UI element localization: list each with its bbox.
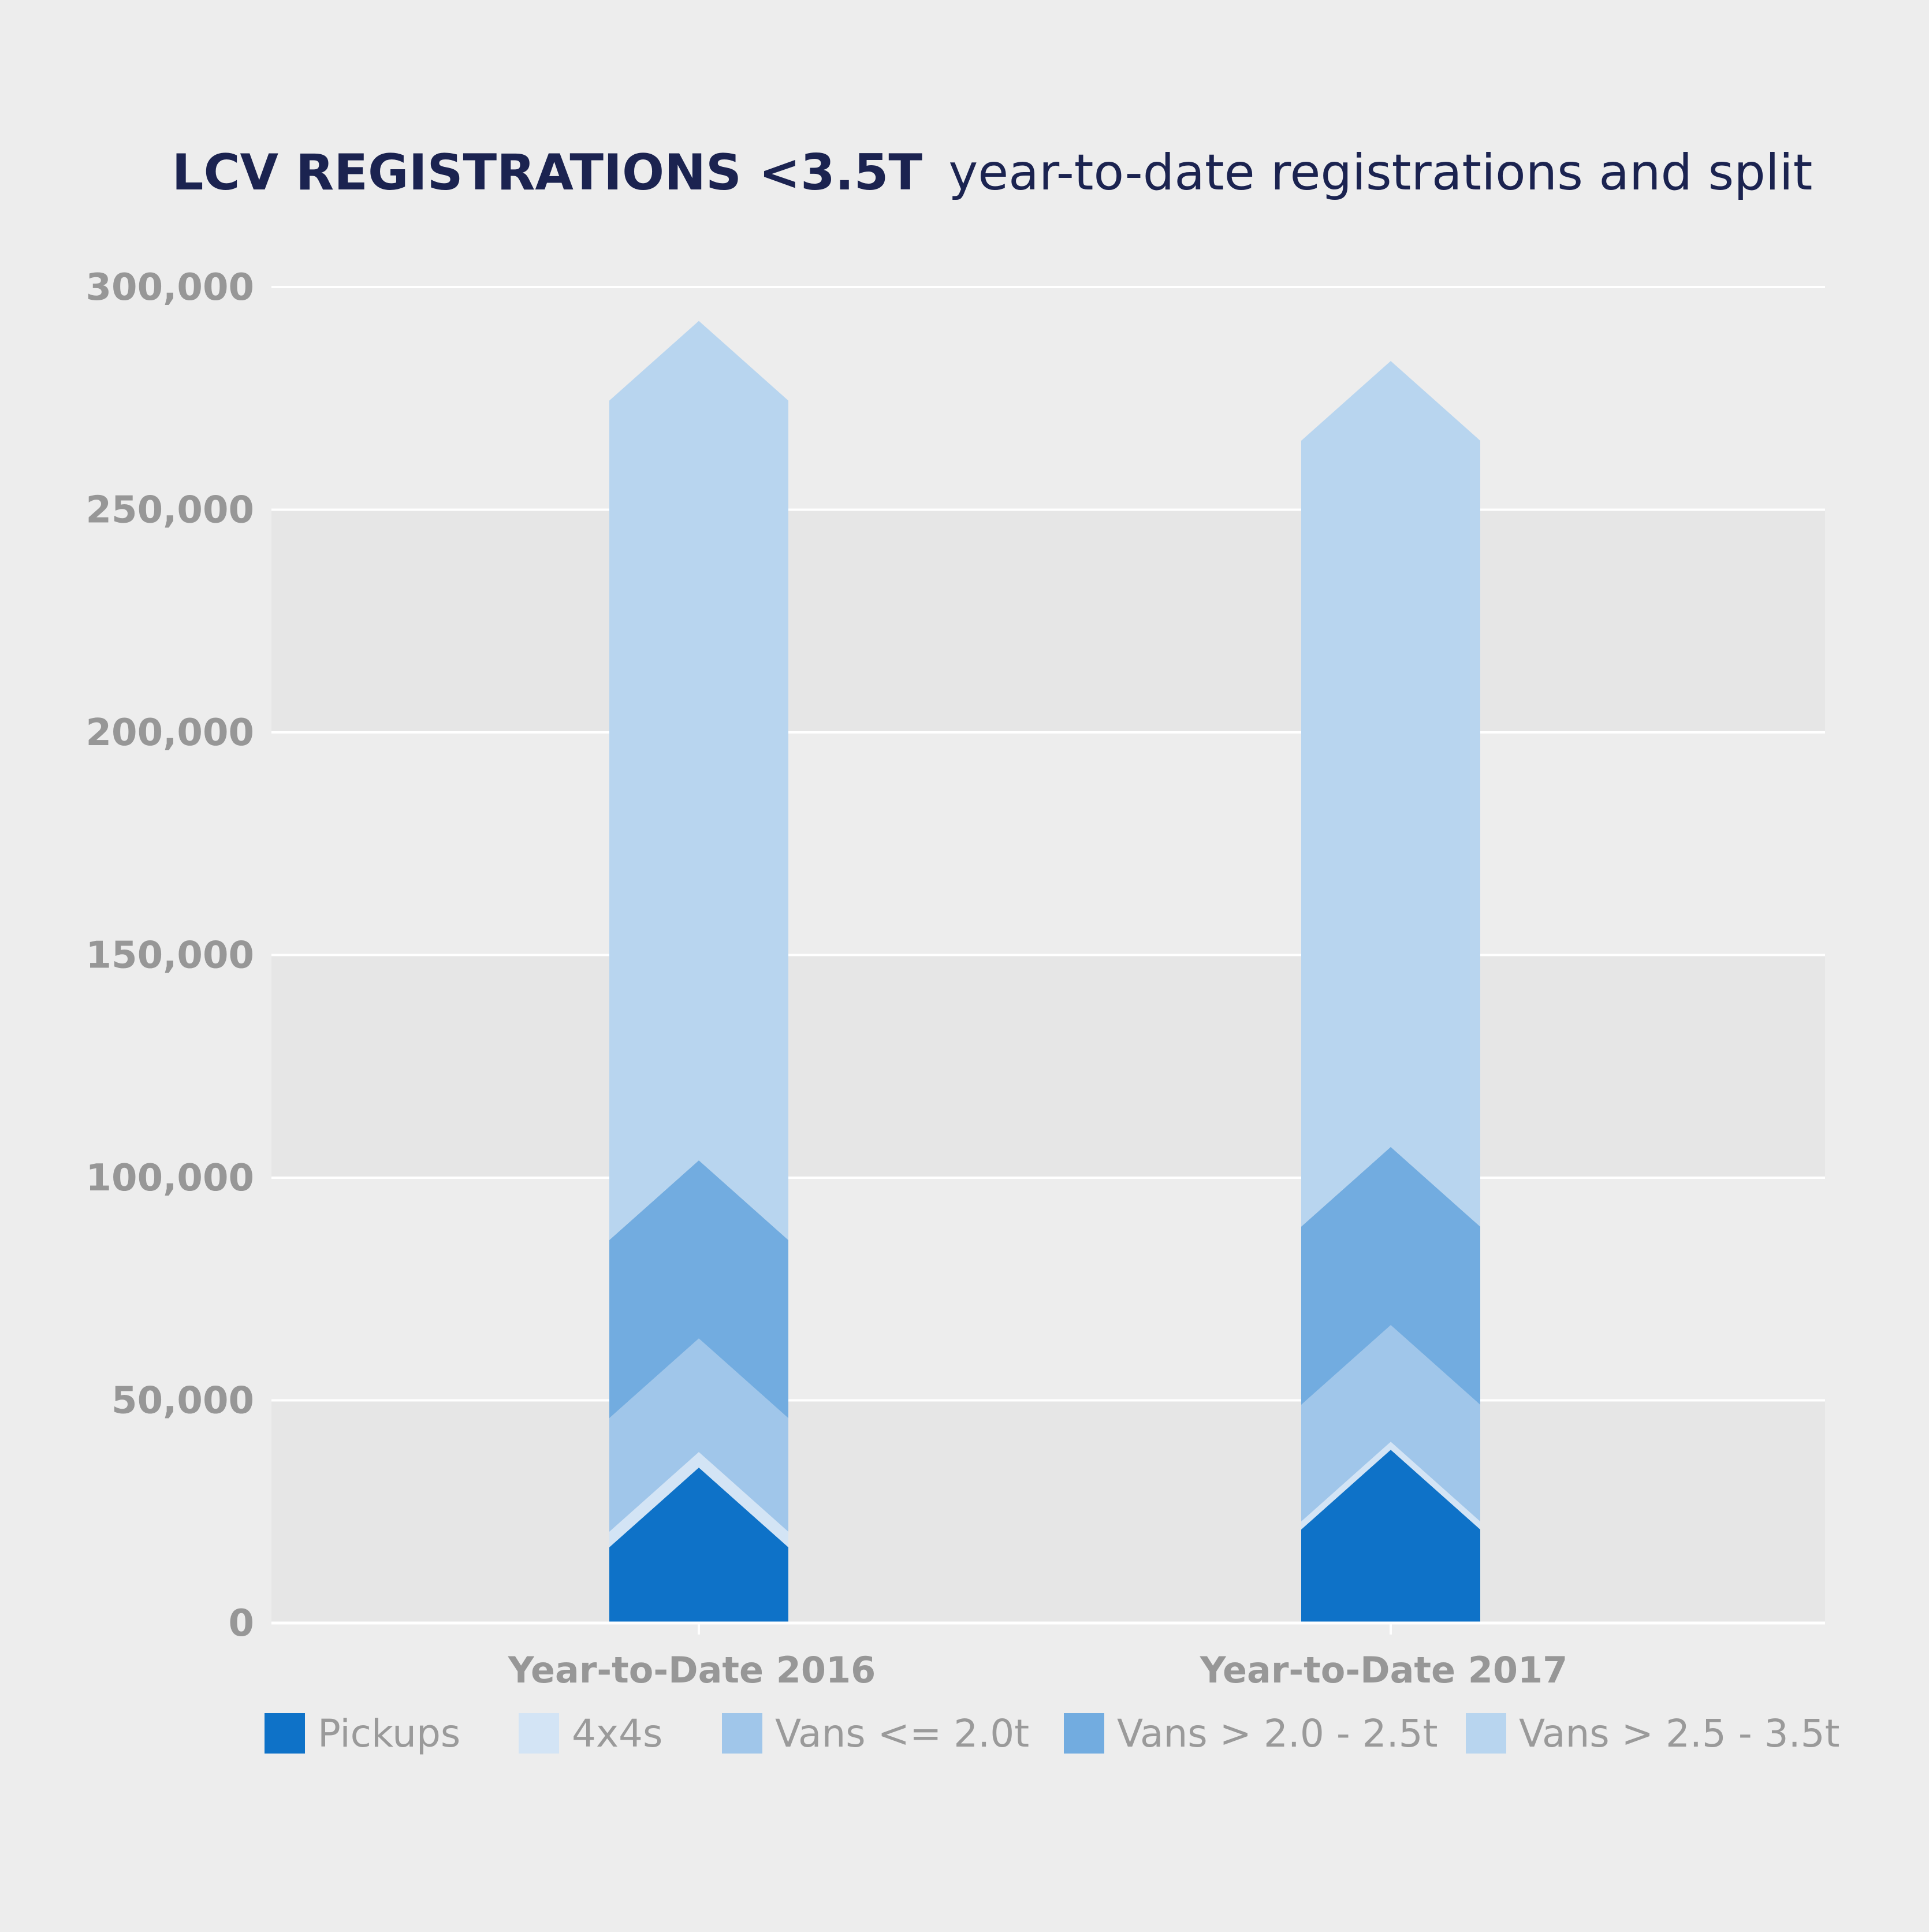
grid-bands	[271, 509, 1825, 1623]
y-tick-label: 50,000	[111, 1380, 254, 1423]
chart-title: LCV REGISTRATIONS <3.5T year-to-date reg…	[172, 144, 1813, 202]
y-axis-ticks: 0 50,000 100,000 150,000 200,000 250,000 300,0…	[86, 266, 255, 1645]
grid-band	[271, 955, 1825, 1178]
bar-stack	[609, 321, 788, 1623]
y-tick-label: 100,000	[86, 1157, 255, 1200]
legend-item: 4x4s	[519, 1711, 662, 1756]
legend: Pickups 4x4s Vans <= 2.0t Vans > 2.0 - 2.5t…	[265, 1711, 1840, 1756]
bar-segment	[609, 1338, 788, 1532]
legend-item: Pickups	[265, 1711, 460, 1756]
legend-swatch	[265, 1713, 305, 1754]
legend-label: Vans > 2.0 - 2.5t	[1117, 1711, 1438, 1756]
x-tick-label: Year-to-Date 2017	[1200, 1649, 1568, 1691]
grid-band	[271, 1400, 1825, 1623]
bar-segment	[609, 321, 788, 1240]
y-tick-label: 250,000	[86, 489, 255, 532]
legend-item: Vans <= 2.0t	[722, 1711, 1029, 1756]
bars	[609, 321, 1480, 1623]
y-tick-label: 150,000	[86, 935, 255, 977]
legend-label: Pickups	[318, 1711, 460, 1756]
y-tick-label: 300,000	[86, 266, 255, 309]
bar-segment	[609, 1467, 788, 1623]
gridlines	[271, 286, 1825, 1402]
x-tick-label: Year-to-Date 2016	[508, 1649, 876, 1691]
legend-label: 4x4s	[572, 1711, 662, 1756]
y-tick-label: 0	[228, 1602, 254, 1645]
bar-segment	[1301, 1450, 1480, 1623]
bar-segment	[1301, 1325, 1480, 1522]
legend-swatch	[1064, 1713, 1104, 1754]
bar-segment	[609, 1160, 788, 1419]
chart-title-main: LCV REGISTRATIONS <3.5T	[172, 144, 923, 202]
bar-segment	[1301, 1146, 1480, 1405]
x-axis-ticks: Year-to-Date 2016 Year-to-Date 2017	[508, 1623, 1568, 1691]
legend-item: Vans > 2.5 - 3.5t	[1466, 1711, 1840, 1756]
legend-swatch	[722, 1713, 762, 1754]
legend-item: Vans > 2.0 - 2.5t	[1064, 1711, 1438, 1756]
legend-label: Vans <= 2.0t	[775, 1711, 1029, 1756]
grid-band	[271, 509, 1825, 732]
legend-swatch	[519, 1713, 559, 1754]
chart-subtitle: year-to-date registrations and split	[948, 144, 1812, 202]
bar-segment	[1301, 360, 1480, 1227]
legend-label: Vans > 2.5 - 3.5t	[1519, 1711, 1840, 1756]
y-tick-label: 200,000	[86, 712, 255, 754]
legend-swatch	[1466, 1713, 1506, 1754]
bar-stack	[1301, 360, 1480, 1623]
